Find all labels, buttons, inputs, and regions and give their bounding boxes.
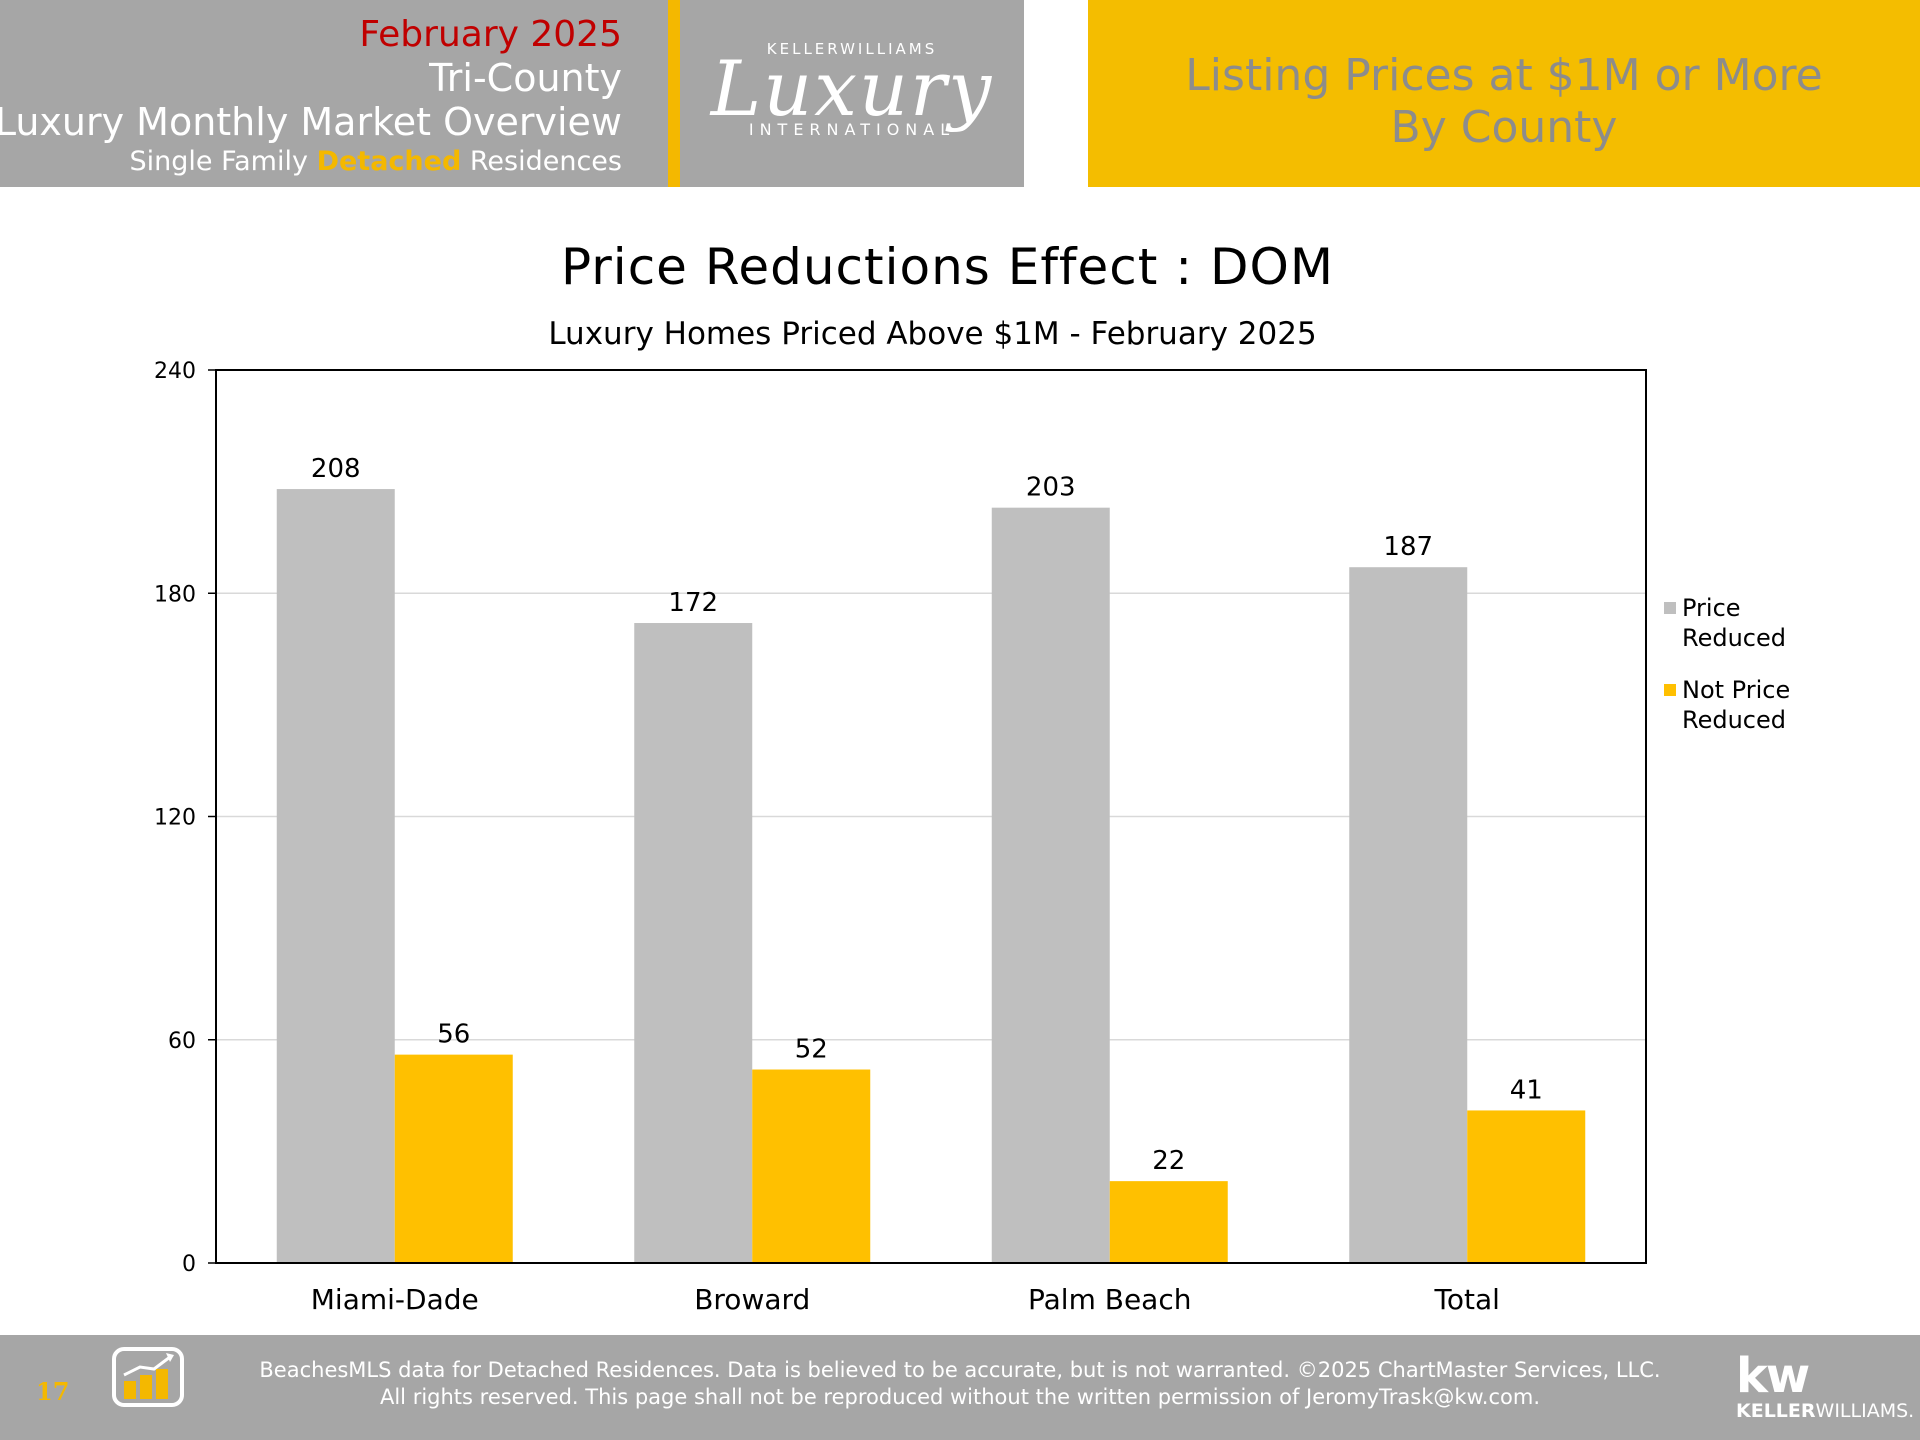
legend-swatch-price-reduced — [1664, 602, 1676, 614]
data-label: 41 — [1510, 1075, 1543, 1105]
header-divider-stripe — [668, 0, 680, 187]
segment-highlight: Detached — [316, 146, 462, 177]
bar — [752, 1069, 871, 1263]
chart-title: Price Reductions Effect : DOM — [560, 238, 1335, 296]
chart-legend: Price Reduced Not Price Reduced — [1662, 593, 1832, 757]
bar — [1467, 1110, 1586, 1263]
report-title: Luxury Monthly Market Overview — [0, 100, 622, 144]
data-label: 203 — [1026, 473, 1076, 503]
kw-name: KELLERWILLIAMS. — [1736, 1399, 1914, 1423]
legend-label-line: Price — [1682, 594, 1741, 622]
bar — [991, 507, 1110, 1263]
data-label: 22 — [1152, 1146, 1185, 1176]
x-category-label: Miami-Dade — [311, 1283, 479, 1316]
bar — [394, 1054, 513, 1263]
disclaimer-line1: BeachesMLS data for Detached Residences.… — [259, 1358, 1661, 1382]
logo-top-text: KELLERWILLIAMS — [766, 40, 938, 58]
y-tick-label: 240 — [154, 359, 196, 384]
keller-williams-logo: kw KELLERWILLIAMS. — [1736, 1348, 1914, 1423]
report-date: February 2025 — [359, 14, 622, 55]
bar-chart: 0 60 120 180 240 208 56 Miami-Dade 172 52 Broward 2… — [154, 359, 1647, 1316]
y-tick-label: 180 — [154, 582, 196, 607]
footer-disclaimer: BeachesMLS data for Detached Residences.… — [250, 1357, 1670, 1411]
report-segment: Single Family Detached Residences — [130, 146, 623, 177]
bar — [276, 489, 395, 1263]
report-header: February 2025 Tri-County Luxury Monthly … — [0, 0, 668, 187]
logo-bottom-text: INTERNATIONAL — [748, 120, 956, 139]
bar — [1349, 567, 1468, 1263]
y-tick-label: 0 — [182, 1252, 196, 1277]
logo-main-text: Luxury — [710, 44, 994, 133]
section-title: Listing Prices at $1M or More By County — [1088, 50, 1920, 154]
kw-name-bold: KELLER — [1736, 1400, 1816, 1422]
plot-frame — [215, 369, 1647, 1264]
data-label: 52 — [795, 1035, 828, 1065]
legend-item-price-reduced: Price Reduced — [1662, 593, 1832, 653]
page-number: 17 — [36, 1377, 70, 1406]
segment-suffix: Residences — [469, 146, 622, 177]
kw-name-rest: WILLIAMS. — [1815, 1400, 1915, 1422]
kw-luxury-logo: KELLERWILLIAMS Luxury INTERNATIONAL — [680, 0, 1024, 187]
kw-mark: kw — [1736, 1348, 1810, 1404]
data-label: 208 — [311, 454, 361, 484]
page-footer: 17 BeachesMLS data for Detached Residenc… — [0, 1335, 1920, 1440]
x-category-label: Broward — [694, 1283, 810, 1316]
y-tick-label: 60 — [168, 1029, 196, 1054]
disclaimer-line2: All rights reserved. This page shall not… — [379, 1385, 1541, 1409]
section-title-line1: Listing Prices at $1M or More — [1185, 50, 1823, 101]
data-label: 56 — [437, 1020, 470, 1050]
bar — [634, 623, 753, 1263]
bar — [1109, 1181, 1228, 1263]
legend-item-not-price-reduced: Not Price Reduced — [1662, 675, 1832, 735]
chart-subtitle: Luxury Homes Priced Above $1M - February… — [548, 316, 1317, 352]
legend-label-line: Reduced — [1682, 706, 1787, 734]
legend-label-line: Reduced — [1682, 624, 1787, 652]
section-title-line2: By County — [1390, 102, 1618, 153]
y-tick-label: 120 — [154, 806, 196, 831]
segment-prefix: Single Family — [129, 146, 308, 177]
x-category-label: Total — [1434, 1283, 1500, 1316]
legend-swatch-not-price-reduced — [1664, 684, 1676, 696]
data-label: 172 — [668, 588, 718, 618]
report-region: Tri-County — [429, 56, 622, 100]
section-title-panel: Listing Prices at $1M or More By County — [1088, 0, 1920, 187]
chartmaster-logo — [112, 1347, 184, 1407]
data-label: 187 — [1383, 532, 1433, 562]
legend-label-line: Not Price — [1682, 676, 1791, 704]
x-category-label: Palm Beach — [1028, 1283, 1191, 1316]
